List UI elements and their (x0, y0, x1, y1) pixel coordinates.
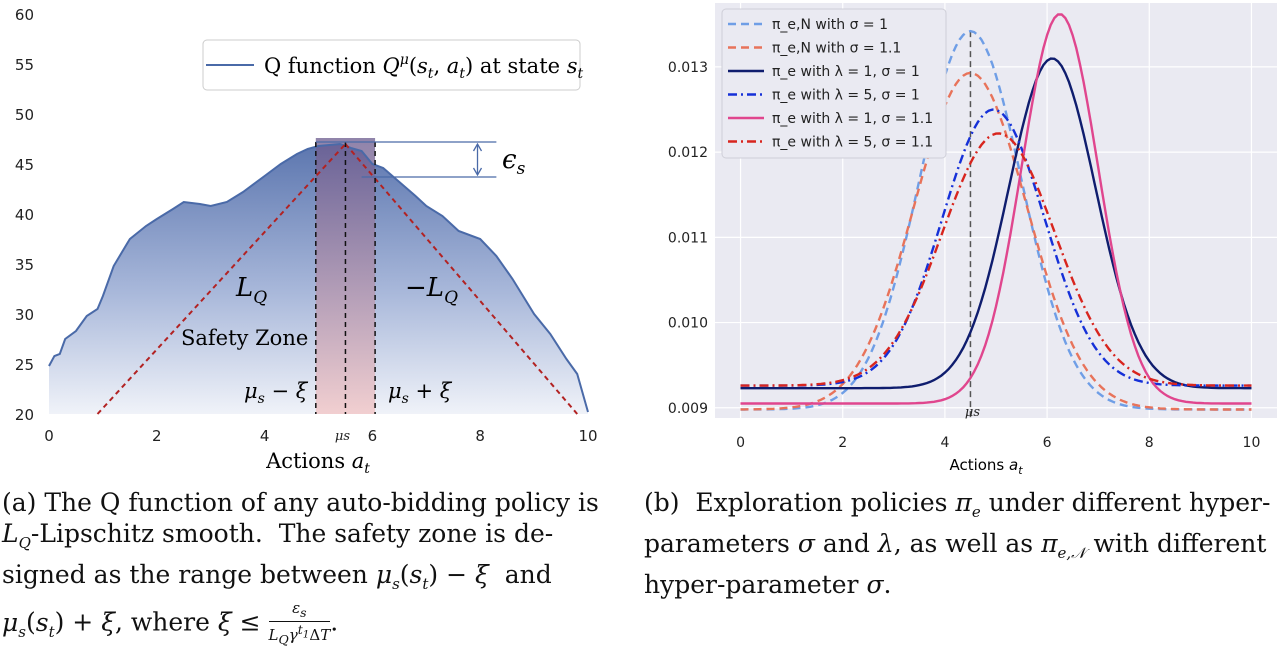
legend-label: π_e with λ = 5, σ = 1 (772, 88, 920, 104)
y-tick-label: 20 (15, 406, 34, 424)
legend: π_e,N with σ = 1 π_e,N with σ = 1.1 π_e wi… (721, 8, 947, 159)
y-tick-label: 40 (15, 206, 34, 224)
y-tick-label: 50 (15, 106, 34, 124)
x-tick-label: 4 (940, 435, 949, 451)
y-tick-label: 25 (15, 356, 34, 374)
caption-left-line-4: μs(st) + ξ, where ξ ≤ εs LQγt1ΔT. (2, 599, 339, 647)
caption-left: (a) The Q function of any auto-bidding p… (2, 487, 612, 648)
epsilon-label: ϵs (502, 145, 526, 179)
x-tick-label: 6 (368, 427, 378, 445)
series-line (740, 13, 1252, 405)
x-tick-label: 8 (475, 427, 485, 445)
x-tick-label: 10 (578, 427, 597, 445)
legend-label: π_e,N with σ = 1.1 (772, 41, 901, 57)
x-tick-label: 2 (152, 427, 162, 445)
epsilon-arrowhead-bottom (472, 167, 483, 177)
y-tick-label: 55 (15, 56, 34, 74)
x-axis-ticks: 0 2 4 6 8 10 (736, 435, 1260, 451)
caption-left-line-3: signed as the range between μs(st) − ξ a… (2, 560, 552, 593)
y-tick-label: 0.012 (668, 145, 708, 161)
neg-lq-label: −LQ (405, 273, 458, 308)
y-tick-label: 0.011 (668, 230, 708, 246)
mu-plus-xi-label: μs + ξ (388, 379, 453, 407)
plot-area (48, 138, 589, 415)
legend-label: π_e,N with σ = 1 (772, 17, 888, 33)
lipschitz-bound-line (96, 143, 347, 415)
mu-label: μs (965, 405, 980, 420)
series-line (740, 108, 1252, 387)
y-tick-label: 0.009 (668, 401, 708, 417)
y-tick-label: 45 (15, 156, 34, 174)
mu-minus-xi-label: μs − ξ (244, 379, 309, 407)
y-axis-ticks: 0.009 0.010 0.011 0.012 0.013 (668, 60, 708, 417)
y-tick-label: 60 (15, 6, 34, 24)
series-line (740, 57, 1252, 390)
y-tick-label: 0.013 (668, 60, 708, 76)
x-axis-ticks: 0 2 4 6 8 10 μs (44, 427, 597, 445)
x-axis-label: Actions at (265, 449, 370, 477)
lq-label: LQ (235, 273, 267, 308)
y-tick-label: 0.010 (668, 316, 708, 332)
x-tick-label: 0 (736, 435, 745, 451)
q-function-line (48, 142, 589, 413)
x-tick-label: 10 (1243, 435, 1261, 451)
series-lines: μs (740, 13, 1252, 420)
series-line (740, 132, 1252, 387)
x-tick-label: 2 (838, 435, 847, 451)
caption-right-line-1: (b) Exploration policies πe under differ… (644, 488, 1271, 521)
epsilon-arrowhead-top (472, 142, 483, 152)
mu-tick-label: μs (335, 429, 350, 444)
legend-label: π_e with λ = 5, σ = 1.1 (772, 135, 933, 151)
caption-right-line-2: parameters σ and λ, as well as πe,𝒩 with… (644, 529, 1267, 562)
caption-left-line-1: (a) The Q function of any auto-bidding p… (2, 488, 599, 517)
y-axis-ticks: 20 25 30 35 40 45 50 55 60 (15, 6, 34, 424)
legend-label: π_e with λ = 1, σ = 1.1 (772, 111, 933, 127)
legend-box (721, 8, 947, 159)
x-tick-label: 8 (1145, 435, 1154, 451)
safety-zone-label: Safety Zone (181, 326, 308, 350)
x-tick-label: 6 (1043, 435, 1052, 451)
legend-label-q-function: Q function Qμ(st, at) at state st (264, 52, 584, 82)
x-tick-label: 4 (260, 427, 270, 445)
x-axis-label: Actions at (949, 456, 1023, 477)
caption-left-line-2: LQ-Lipschitz smooth. The safety zone is … (2, 519, 554, 552)
x-tick-label: 0 (44, 427, 54, 445)
caption-right-line-3: hyper-parameter σ. (644, 570, 892, 599)
y-tick-label: 30 (15, 306, 34, 324)
legend-label: π_e with λ = 1, σ = 1 (772, 64, 920, 80)
exploration-policies-chart: 0.009 0.010 0.011 0.012 0.013 0 2 4 6 8 10 μs Act… (668, 3, 1277, 477)
legend: Q function Qμ(st, at) at state st (202, 39, 584, 91)
caption-right: (b) Exploration policies πe under differ… (644, 487, 1278, 600)
y-tick-label: 35 (15, 256, 34, 274)
